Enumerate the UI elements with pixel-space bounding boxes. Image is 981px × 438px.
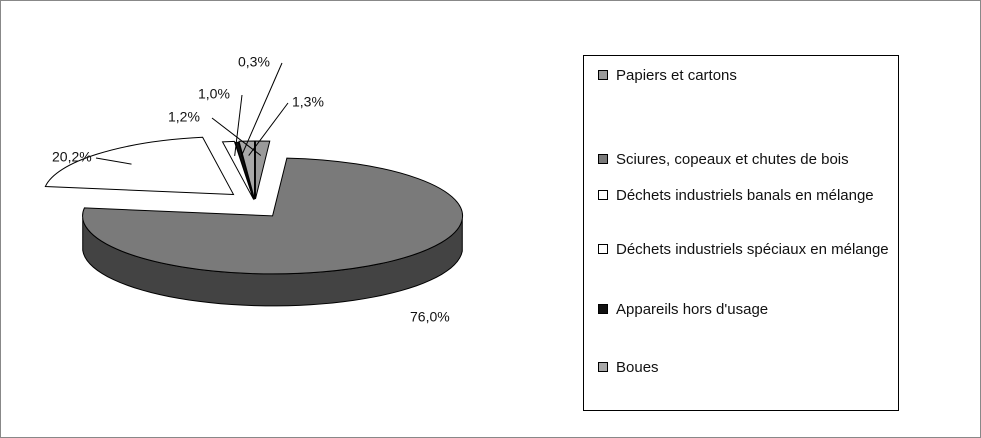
data-label: 1,3%	[292, 94, 324, 110]
data-label: 76,0%	[410, 309, 450, 325]
slice	[221, 140, 254, 200]
slice	[238, 140, 256, 200]
legend-entry: Déchets industriels banals en mélange	[598, 184, 912, 208]
legend-label: Papiers et cartons	[616, 67, 737, 84]
legend-label: Déchets industriels spéciaux en mélange	[616, 241, 889, 258]
leader-line	[234, 94, 243, 156]
leader-line	[95, 157, 132, 165]
legend-swatch	[598, 362, 608, 372]
data-label: 0,3%	[238, 54, 270, 70]
legend-entry: Boues	[598, 356, 912, 380]
legend-swatch	[598, 154, 608, 164]
leader-line	[248, 102, 289, 156]
legend-entry: Déchets industriels spéciaux en mélange	[598, 238, 912, 262]
legend-swatch	[598, 244, 608, 254]
legend-label: Appareils hors d'usage	[616, 301, 769, 318]
legend-label: Sciures, copeaux et chutes de bois	[616, 151, 849, 168]
legend-swatch	[598, 70, 608, 80]
legend-label: Boues	[616, 359, 659, 376]
legend-label: Déchets industriels banals en mélange	[616, 187, 874, 204]
slice	[82, 157, 464, 275]
legend-entry: Appareils hors d'usage	[598, 298, 912, 322]
data-label: 1,2%	[168, 109, 200, 125]
legend-box	[583, 55, 899, 411]
legend-entry: Sciures, copeaux et chutes de bois	[598, 148, 912, 172]
legend-entry: Papiers et cartons	[598, 64, 912, 88]
leader-line	[240, 62, 283, 157]
slice	[44, 136, 235, 196]
data-label: 1,0%	[198, 86, 230, 102]
legend-swatch	[598, 304, 608, 314]
leader-line	[211, 117, 262, 156]
data-label: 20,2%	[52, 149, 92, 165]
slice	[254, 140, 271, 200]
legend-swatch	[598, 190, 608, 200]
